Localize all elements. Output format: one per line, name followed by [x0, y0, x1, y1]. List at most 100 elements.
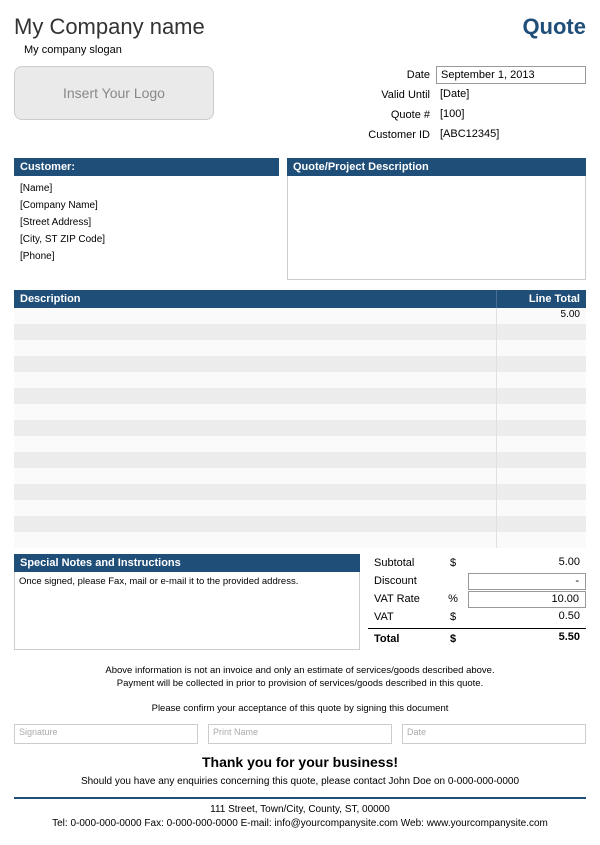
vatrate-value[interactable]: 10.00 [468, 591, 586, 608]
printname-field[interactable]: Print Name [208, 724, 392, 744]
signature-field[interactable]: Signature [14, 724, 198, 744]
item-desc[interactable] [14, 436, 496, 452]
quote-number-value[interactable]: [100] [436, 106, 586, 124]
item-row[interactable] [14, 436, 586, 452]
customer-id-value[interactable]: [ABC12345] [436, 126, 586, 144]
vat-label: VAT [368, 611, 438, 623]
item-row[interactable]: 5.00 [14, 308, 586, 324]
item-desc[interactable] [14, 404, 496, 420]
total-sym: $ [438, 633, 468, 645]
item-total[interactable] [496, 516, 586, 532]
item-desc[interactable] [14, 452, 496, 468]
disclaimer-line1: Above information is not an invoice and … [14, 664, 586, 677]
item-row[interactable] [14, 340, 586, 356]
item-row[interactable] [14, 468, 586, 484]
date-field[interactable]: Date [402, 724, 586, 744]
item-row[interactable] [14, 372, 586, 388]
customer-company[interactable]: [Company Name] [16, 197, 277, 214]
customer-header: Customer: [14, 158, 279, 176]
quote-title: Quote [522, 14, 586, 40]
customer-id-label: Customer ID [368, 129, 430, 141]
items-header: Description Line Total [14, 290, 586, 308]
valid-until-value[interactable]: [Date] [436, 86, 586, 104]
footer: 111 Street, Town/City, County, ST, 00000… [14, 797, 586, 831]
quote-meta: Date September 1, 2013 Valid Until [Date… [368, 66, 586, 144]
item-desc[interactable] [14, 324, 496, 340]
item-row[interactable] [14, 324, 586, 340]
date-value[interactable]: September 1, 2013 [436, 66, 586, 84]
disclaimer: Above information is not an invoice and … [14, 664, 586, 691]
thank-you: Thank you for your business! [14, 754, 586, 770]
footer-address: 111 Street, Town/City, County, ST, 00000 [14, 803, 586, 817]
customer-name[interactable]: [Name] [16, 180, 277, 197]
vat-value: 0.50 [468, 609, 586, 626]
items-desc-header: Description [14, 290, 496, 308]
company-name: My Company name [14, 14, 205, 40]
notes-section: Special Notes and Instructions Once sign… [14, 554, 360, 650]
item-desc[interactable] [14, 484, 496, 500]
notes-header: Special Notes and Instructions [14, 554, 360, 572]
item-total[interactable] [496, 340, 586, 356]
item-row[interactable] [14, 420, 586, 436]
item-total[interactable] [496, 420, 586, 436]
customer-section: Customer: [Name] [Company Name] [Street … [14, 158, 279, 280]
vatrate-label: VAT Rate [368, 593, 438, 605]
subtotal-sym: $ [438, 557, 468, 569]
item-desc[interactable] [14, 372, 496, 388]
item-desc[interactable] [14, 356, 496, 372]
item-row[interactable] [14, 404, 586, 420]
total-label: Total [368, 633, 438, 645]
project-header: Quote/Project Description [287, 158, 586, 176]
notes-body[interactable]: Once signed, please Fax, mail or e-mail … [14, 572, 360, 650]
item-total[interactable] [496, 324, 586, 340]
subtotal-label: Subtotal [368, 557, 438, 569]
item-desc[interactable] [14, 388, 496, 404]
date-label: Date [368, 69, 430, 81]
discount-label: Discount [368, 575, 438, 587]
vat-sym: $ [438, 611, 468, 623]
item-row[interactable] [14, 388, 586, 404]
customer-cityzip[interactable]: [City, ST ZIP Code] [16, 231, 277, 248]
customer-phone[interactable]: [Phone] [16, 248, 277, 265]
valid-until-label: Valid Until [368, 89, 430, 101]
item-total[interactable] [496, 500, 586, 516]
totals-section: Subtotal $ 5.00 Discount - VAT Rate % 10… [368, 554, 586, 650]
item-row[interactable] [14, 484, 586, 500]
items-body: 5.00 [14, 308, 586, 548]
item-desc[interactable] [14, 532, 496, 548]
item-total[interactable]: 5.00 [496, 308, 586, 324]
item-total[interactable] [496, 452, 586, 468]
project-body[interactable] [287, 176, 586, 280]
item-total[interactable] [496, 356, 586, 372]
item-total[interactable] [496, 404, 586, 420]
item-row[interactable] [14, 452, 586, 468]
company-slogan: My company slogan [24, 44, 586, 56]
customer-street[interactable]: [Street Address] [16, 214, 277, 231]
logo-placeholder[interactable]: Insert Your Logo [14, 66, 214, 120]
items-total-header: Line Total [496, 290, 586, 308]
item-desc[interactable] [14, 500, 496, 516]
discount-value[interactable]: - [468, 573, 586, 590]
item-desc[interactable] [14, 516, 496, 532]
item-total[interactable] [496, 484, 586, 500]
item-desc[interactable] [14, 468, 496, 484]
item-row[interactable] [14, 356, 586, 372]
item-total[interactable] [496, 532, 586, 548]
vatrate-sym: % [438, 593, 468, 605]
item-desc[interactable] [14, 340, 496, 356]
item-row[interactable] [14, 532, 586, 548]
item-desc[interactable] [14, 308, 496, 324]
project-section: Quote/Project Description [287, 158, 586, 280]
item-total[interactable] [496, 388, 586, 404]
enquiry-text: Should you have any enquiries concerning… [14, 776, 586, 787]
subtotal-value: 5.00 [468, 555, 586, 572]
item-row[interactable] [14, 516, 586, 532]
quote-number-label: Quote # [368, 109, 430, 121]
item-total[interactable] [496, 436, 586, 452]
item-total[interactable] [496, 468, 586, 484]
confirm-text: Please confirm your acceptance of this q… [14, 703, 586, 714]
item-row[interactable] [14, 500, 586, 516]
item-total[interactable] [496, 372, 586, 388]
disclaimer-line2: Payment will be collected in prior to pr… [14, 677, 586, 690]
item-desc[interactable] [14, 420, 496, 436]
